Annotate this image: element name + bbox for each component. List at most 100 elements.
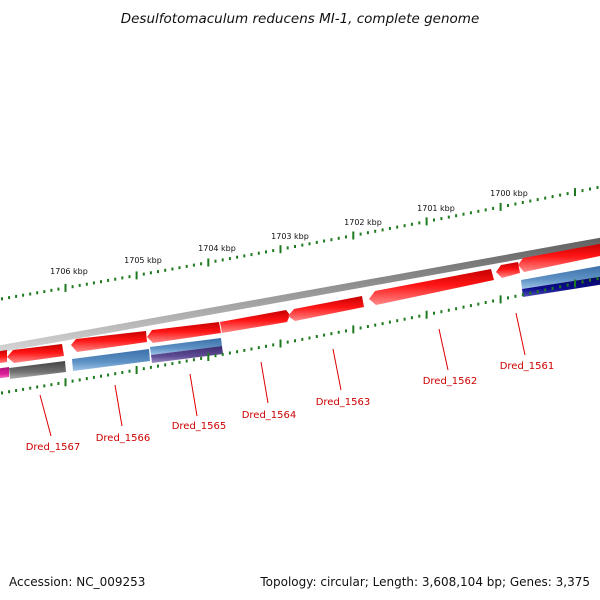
inner-tick-minor-52	[366, 325, 369, 328]
outer-tick-minor-14	[92, 281, 95, 285]
inner-tick-minor-11	[71, 379, 74, 383]
inner-tick-minor-36	[250, 347, 253, 351]
gene-label-dred-1563[interactable]: Dred_1563	[316, 397, 371, 408]
inner-tick-minor-65	[462, 305, 465, 309]
outer-tick-minor-7	[43, 290, 46, 294]
outer-tick-minor-35	[243, 254, 246, 258]
inner-tick-minor-17	[114, 372, 117, 376]
inner-tick-major-70	[499, 295, 502, 304]
inner-tick-major-60	[425, 310, 428, 319]
inner-tick-minor-3	[15, 389, 18, 392]
outer-tick-minor-18	[121, 276, 124, 280]
outer-tick-minor-8	[50, 288, 53, 292]
leader-dred-1562	[438, 328, 449, 371]
inner-tick-minor-1	[1, 391, 3, 395]
inner-tick-minor-79	[566, 283, 569, 287]
inner-tick-minor-35	[243, 348, 246, 352]
outer-tick-minor-37	[257, 251, 260, 255]
inner-tick-minor-15	[100, 374, 102, 378]
scale-label-1706: 1706 kbp	[50, 267, 88, 276]
outer-tick-minor-79	[566, 192, 569, 196]
inner-tick-minor-74	[529, 291, 532, 295]
outer-tick-minor-65	[462, 212, 465, 216]
gene-label-dred-1562[interactable]: Dred_1562	[423, 376, 478, 387]
outer-tick-minor-76	[544, 196, 547, 200]
inner-tick-minor-77	[551, 286, 554, 290]
scale-label-1702: 1702 kbp	[344, 218, 382, 227]
gene-arrow-fwd-3	[147, 322, 221, 343]
gene-arrow-fwd-5	[288, 296, 364, 321]
outer-tick-minor-6	[36, 291, 39, 295]
outer-tick-minor-61	[433, 218, 435, 222]
inner-tick-minor-42	[294, 339, 296, 343]
outer-tick-minor-3	[15, 294, 18, 298]
outer-tick-minor-57	[403, 224, 406, 228]
outer-tick-minor-24	[164, 268, 167, 272]
inner-tick-minor-49	[345, 329, 347, 333]
gene-block-magenta	[0, 367, 9, 379]
outer-tick-minor-15	[100, 280, 102, 284]
inner-tick-minor-19	[128, 369, 131, 373]
outer-tick-minor-4	[22, 293, 25, 297]
gene-arrow-fwd-4	[220, 310, 290, 333]
outer-tick-major-20	[135, 271, 138, 280]
gene-label-dred-1561[interactable]: Dred_1561	[500, 361, 555, 372]
inner-tick-minor-18	[121, 371, 124, 374]
outer-tick-minor-54	[381, 228, 384, 232]
outer-scale-ticks	[1, 186, 599, 301]
outer-tick-minor-67	[477, 209, 480, 213]
inner-tick-minor-22	[149, 365, 152, 369]
gene-label-dred-1565[interactable]: Dred_1565	[172, 421, 227, 432]
outer-tick-minor-73	[521, 201, 524, 204]
outer-tick-minor-28	[192, 263, 195, 267]
outer-tick-minor-38	[265, 250, 267, 254]
inner-tick-major-20	[135, 366, 138, 374]
outer-tick-minor-5	[29, 292, 32, 296]
inner-tick-minor-68	[484, 301, 487, 304]
outer-tick-minor-22	[149, 271, 152, 275]
gene-block-dred-1565b	[151, 346, 223, 363]
outer-tick-minor-45	[315, 240, 318, 244]
gene-label-dred-1566[interactable]: Dred_1566	[96, 433, 151, 444]
outer-tick-minor-51	[359, 232, 362, 236]
outer-tick-minor-81	[581, 189, 584, 193]
inner-tick-minor-25	[171, 362, 174, 366]
outer-tick-minor-43	[301, 243, 304, 247]
inner-tick-minor-37	[257, 346, 260, 350]
leader-dred-1567	[39, 394, 52, 437]
outer-tick-minor-25	[171, 267, 174, 271]
leader-dred-1564	[260, 361, 269, 404]
inner-tick-minor-5	[29, 386, 32, 390]
gene-block-dred-1566	[72, 349, 150, 371]
outer-tick-minor-26	[178, 266, 181, 270]
gene-arrow-fwd-0	[0, 350, 7, 364]
outer-tick-minor-19	[128, 275, 131, 279]
inner-tick-minor-4	[22, 387, 25, 391]
outer-tick-minor-27	[185, 264, 188, 268]
outer-tick-minor-64	[455, 214, 458, 218]
gene-label-dred-1567[interactable]: Dred_1567	[26, 442, 81, 453]
inner-tick-minor-34	[236, 350, 239, 354]
inner-tick-minor-45	[315, 335, 318, 338]
inner-tick-minor-39	[272, 343, 275, 347]
inner-tick-minor-14	[92, 375, 95, 379]
outer-tick-major-60	[425, 217, 428, 226]
inner-tick-minor-48	[337, 330, 340, 334]
inner-tick-minor-71	[507, 296, 509, 300]
inner-tick-minor-56	[396, 319, 399, 323]
outer-tick-minor-53	[374, 229, 377, 233]
scale-label-1701: 1701 kbp	[417, 204, 455, 213]
inner-tick-minor-61	[433, 311, 435, 315]
inner-tick-minor-27	[185, 359, 188, 363]
inner-tick-minor-41	[286, 340, 289, 344]
outer-tick-minor-69	[492, 206, 495, 210]
gene-label-dred-1564[interactable]: Dred_1564	[242, 410, 297, 421]
outer-tick-major-50	[352, 231, 355, 240]
scale-label-1700: 1700 kbp	[490, 189, 528, 198]
inner-tick-major-80	[574, 279, 576, 288]
inner-tick-minor-7	[43, 384, 46, 388]
inner-tick-minor-23	[157, 364, 159, 368]
gene-leader-lines	[39, 312, 526, 437]
accession-text: Accession: NC_009253	[9, 575, 145, 589]
outer-tick-minor-83	[596, 186, 599, 189]
